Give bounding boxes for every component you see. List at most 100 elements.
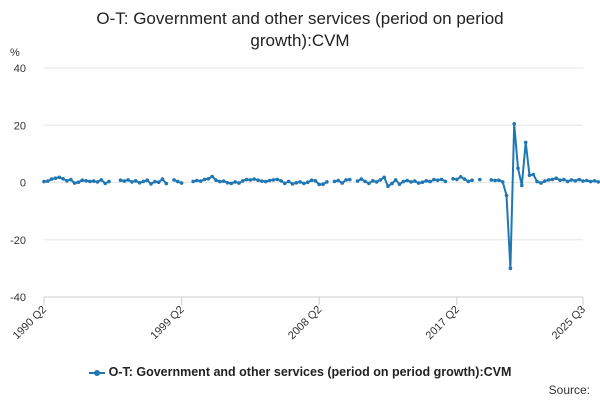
- data-point[interactable]: [302, 181, 306, 186]
- data-point[interactable]: [298, 180, 302, 184]
- data-point[interactable]: [332, 179, 337, 184]
- data-point[interactable]: [382, 175, 387, 180]
- data-point[interactable]: [592, 179, 597, 183]
- data-point[interactable]: [61, 177, 65, 181]
- data-point[interactable]: [470, 178, 474, 182]
- data-point[interactable]: [210, 174, 214, 179]
- data-point[interactable]: [401, 179, 406, 184]
- data-point[interactable]: [42, 179, 46, 184]
- data-point[interactable]: [416, 181, 421, 185]
- data-point[interactable]: [263, 179, 268, 184]
- data-point[interactable]: [565, 179, 570, 184]
- data-point[interactable]: [46, 179, 50, 183]
- data-point[interactable]: [543, 179, 547, 183]
- data-point[interactable]: [179, 181, 184, 185]
- data-point[interactable]: [176, 179, 180, 184]
- data-point[interactable]: [462, 177, 467, 181]
- data-point[interactable]: [355, 179, 360, 183]
- data-point[interactable]: [233, 180, 237, 184]
- data-point[interactable]: [313, 179, 318, 183]
- data-point[interactable]: [527, 173, 532, 178]
- data-point[interactable]: [214, 178, 218, 182]
- legend[interactable]: O-T: Government and other services (peri…: [0, 365, 600, 379]
- data-point[interactable]: [478, 177, 482, 182]
- data-point[interactable]: [153, 179, 157, 184]
- data-point[interactable]: [493, 178, 497, 183]
- data-point[interactable]: [413, 179, 417, 183]
- data-point[interactable]: [69, 177, 73, 182]
- data-point[interactable]: [523, 140, 528, 145]
- data-point[interactable]: [57, 175, 62, 180]
- data-point[interactable]: [306, 180, 310, 184]
- data-point[interactable]: [76, 180, 81, 184]
- data-point[interactable]: [359, 177, 364, 181]
- data-point[interactable]: [535, 179, 539, 184]
- data-point[interactable]: [126, 178, 130, 182]
- data-point[interactable]: [397, 182, 402, 186]
- data-point[interactable]: [317, 182, 322, 187]
- data-point[interactable]: [344, 178, 348, 182]
- data-point[interactable]: [409, 180, 413, 184]
- data-point[interactable]: [218, 179, 222, 184]
- data-point[interactable]: [49, 177, 54, 181]
- data-point[interactable]: [489, 178, 494, 182]
- data-point[interactable]: [160, 177, 165, 181]
- data-point[interactable]: [558, 178, 562, 182]
- data-point[interactable]: [531, 172, 536, 177]
- data-point[interactable]: [596, 180, 600, 184]
- data-point[interactable]: [206, 177, 211, 181]
- data-point[interactable]: [550, 177, 555, 182]
- data-point[interactable]: [118, 178, 123, 182]
- data-point[interactable]: [149, 182, 153, 186]
- data-point[interactable]: [539, 181, 543, 185]
- data-point[interactable]: [562, 177, 566, 182]
- data-point[interactable]: [386, 184, 390, 188]
- data-point[interactable]: [520, 183, 524, 188]
- data-point[interactable]: [88, 179, 92, 184]
- data-point[interactable]: [84, 179, 88, 183]
- data-point[interactable]: [195, 178, 199, 183]
- data-point[interactable]: [137, 181, 142, 185]
- data-point[interactable]: [336, 178, 341, 183]
- data-point[interactable]: [393, 178, 398, 182]
- data-point[interactable]: [432, 177, 436, 182]
- data-point[interactable]: [428, 179, 432, 184]
- data-point[interactable]: [225, 181, 230, 185]
- data-point[interactable]: [348, 177, 352, 182]
- data-point[interactable]: [221, 179, 226, 183]
- data-point[interactable]: [198, 179, 203, 183]
- data-point[interactable]: [99, 178, 104, 182]
- data-point[interactable]: [103, 181, 107, 186]
- data-point[interactable]: [172, 178, 176, 182]
- data-point[interactable]: [554, 176, 558, 180]
- data-point[interactable]: [241, 179, 245, 183]
- data-point[interactable]: [577, 177, 581, 182]
- data-point[interactable]: [191, 179, 195, 184]
- data-point[interactable]: [405, 178, 410, 183]
- data-point[interactable]: [309, 178, 314, 182]
- data-point[interactable]: [588, 179, 593, 184]
- data-point[interactable]: [141, 179, 146, 184]
- data-point[interactable]: [107, 179, 111, 184]
- data-point[interactable]: [72, 181, 77, 185]
- data-point[interactable]: [500, 180, 505, 184]
- data-point[interactable]: [439, 177, 444, 182]
- data-point[interactable]: [363, 179, 367, 184]
- data-point[interactable]: [164, 181, 169, 186]
- data-point[interactable]: [271, 178, 276, 182]
- data-point[interactable]: [283, 181, 287, 186]
- data-point[interactable]: [321, 182, 325, 186]
- data-point[interactable]: [130, 180, 134, 184]
- data-point[interactable]: [504, 193, 509, 198]
- data-point[interactable]: [585, 178, 589, 183]
- data-point[interactable]: [91, 179, 96, 183]
- data-point[interactable]: [497, 178, 501, 182]
- data-point[interactable]: [260, 179, 264, 183]
- data-point[interactable]: [512, 122, 516, 126]
- data-point[interactable]: [466, 179, 471, 184]
- data-point[interactable]: [237, 181, 241, 185]
- data-point[interactable]: [122, 179, 127, 183]
- data-point[interactable]: [424, 179, 429, 183]
- data-point[interactable]: [451, 177, 455, 181]
- data-point[interactable]: [458, 175, 463, 179]
